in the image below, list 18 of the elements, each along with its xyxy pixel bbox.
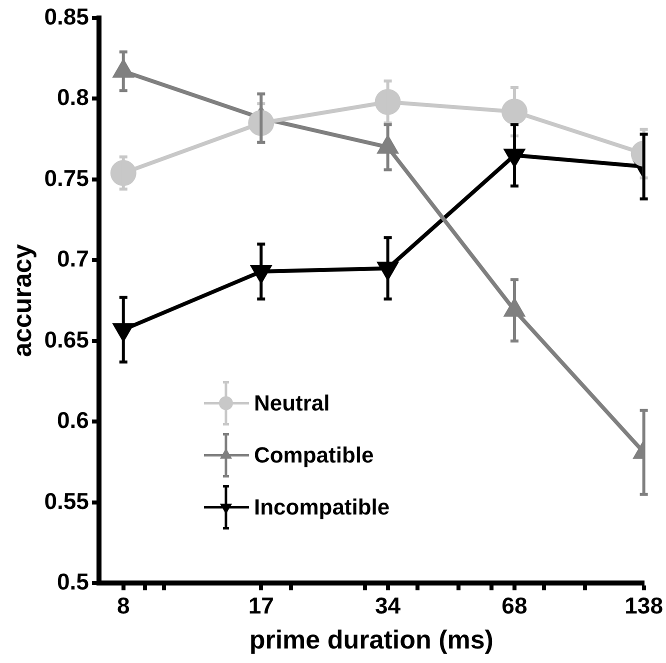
y-tick-label: 0.5 [56,568,90,595]
x-tick-label: 17 [248,592,274,618]
legend-label: Incompatible [254,494,390,520]
x-tick-label: 138 [624,592,664,618]
legend-label: Compatible [254,442,374,468]
y-tick-label: 0.8 [56,84,90,110]
y-tick-label: 0.55 [44,488,90,514]
x-axis-title: prime duration (ms) [249,624,494,655]
x-tick-label: 68 [502,592,528,618]
y-tick-label: 0.7 [56,246,89,272]
y-tick-label: 0.6 [56,407,89,434]
y-tick-label: 0.65 [44,326,90,352]
y-tick-label: 0.75 [44,164,90,191]
y-axis-title: accuracy [6,244,37,357]
legend-label: Neutral [254,390,330,416]
x-tick-label: 8 [116,592,130,618]
x-tick-label: 34 [375,592,401,618]
y-tick-label: 0.85 [44,3,90,30]
